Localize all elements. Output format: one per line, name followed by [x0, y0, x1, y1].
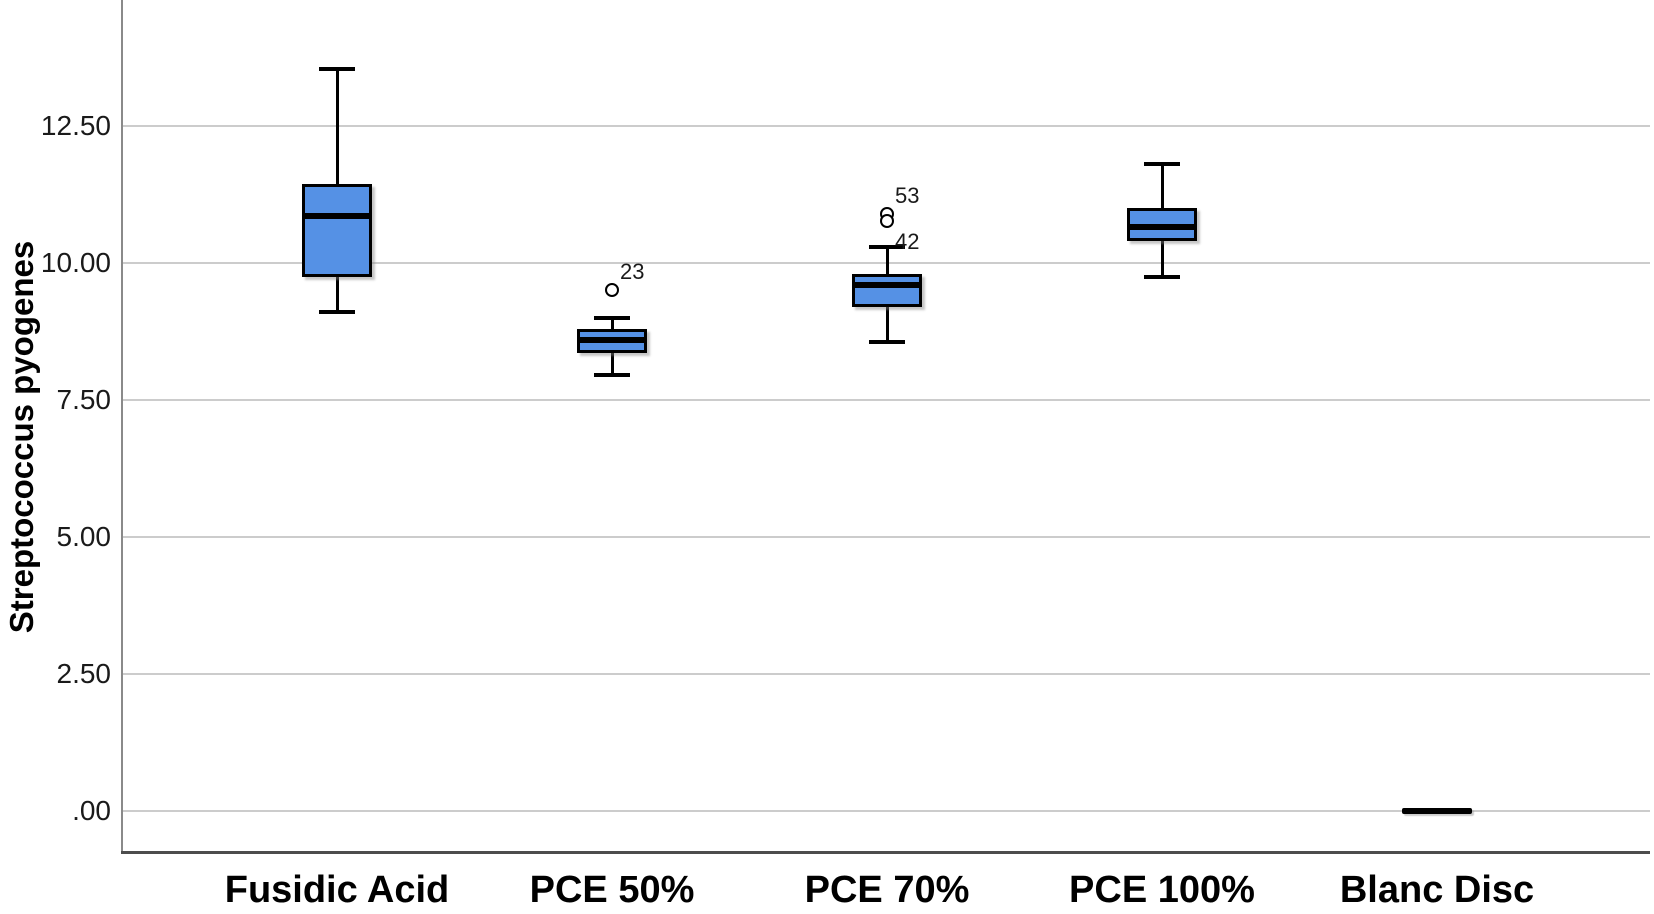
y-tick-label: 5.00	[56, 520, 112, 552]
median-line	[302, 213, 372, 220]
whisker-cap-high	[869, 244, 905, 249]
y-axis-line	[121, 0, 123, 851]
gridline	[121, 125, 1650, 128]
box	[302, 183, 372, 277]
y-axis-title: Streptococcus pyogenes	[3, 240, 40, 634]
whisker-cap-low	[869, 340, 905, 345]
whisker-cap-low	[319, 310, 355, 315]
x-category-label: Blanc Disc	[1339, 869, 1535, 911]
median-line	[1127, 224, 1197, 231]
outlier-case-label: 42	[895, 229, 920, 255]
outlier-circle	[605, 283, 619, 298]
whisker-cap-low	[1144, 274, 1180, 279]
whisker-cap-high	[594, 315, 630, 320]
outlier-circle	[880, 214, 894, 229]
whisker-cap-high	[319, 66, 355, 71]
gridline	[121, 398, 1650, 401]
x-category-label: Fusidic Acid	[224, 869, 450, 911]
gridline	[121, 535, 1650, 538]
y-tick-label: 7.50	[56, 383, 112, 415]
gridline	[121, 672, 1650, 675]
x-category-label: PCE 50%	[529, 869, 695, 911]
y-tick-label: .00	[72, 794, 111, 826]
outlier-case-label: 53	[895, 182, 920, 208]
x-category-label: PCE 100%	[1069, 869, 1255, 911]
flat-median-line	[1402, 807, 1472, 814]
x-category-label: PCE 70%	[804, 869, 970, 911]
x-axis-line	[121, 851, 1650, 854]
whisker-cap-low	[594, 373, 630, 378]
gridline	[121, 809, 1650, 812]
whisker-cap-high	[1144, 162, 1180, 167]
box	[852, 273, 922, 307]
y-tick-label: 10.00	[40, 247, 111, 279]
y-tick-label: 2.50	[56, 657, 112, 689]
y-tick-label: 12.50	[40, 110, 111, 142]
median-line	[577, 336, 647, 343]
median-line	[852, 281, 922, 288]
outlier-case-label: 23	[620, 259, 645, 285]
